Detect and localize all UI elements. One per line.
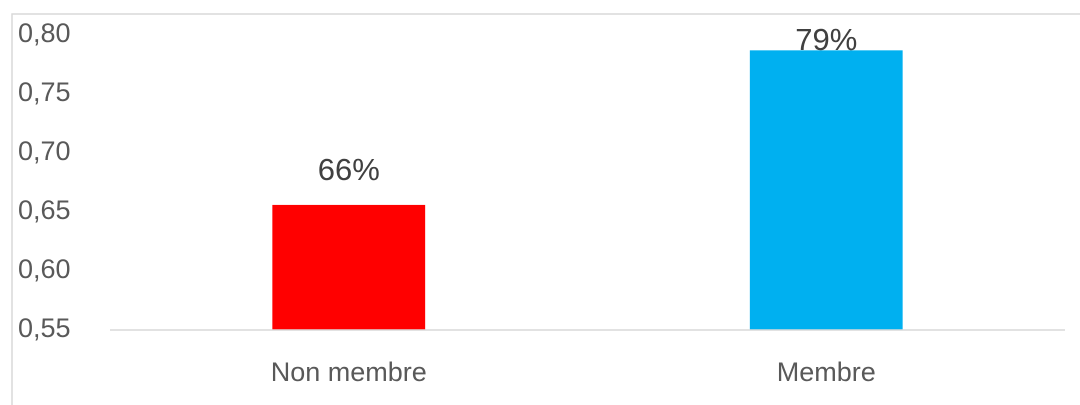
x-tick-label: Non membre (271, 357, 427, 387)
y-tick-label: 0,70 (18, 136, 71, 166)
y-tick-label: 0,55 (18, 313, 71, 343)
data-label: 79% (795, 22, 857, 57)
y-tick-label: 0,65 (18, 195, 71, 225)
y-tick-label: 0,80 (18, 18, 71, 48)
bar (749, 50, 903, 331)
y-tick-label: 0,75 (18, 77, 71, 107)
y-tick-label: 0,60 (18, 254, 71, 284)
bar (272, 204, 426, 330)
chart-frame (11, 13, 1080, 405)
data-label: 66% (318, 152, 380, 187)
x-tick-label: Membre (777, 357, 876, 387)
